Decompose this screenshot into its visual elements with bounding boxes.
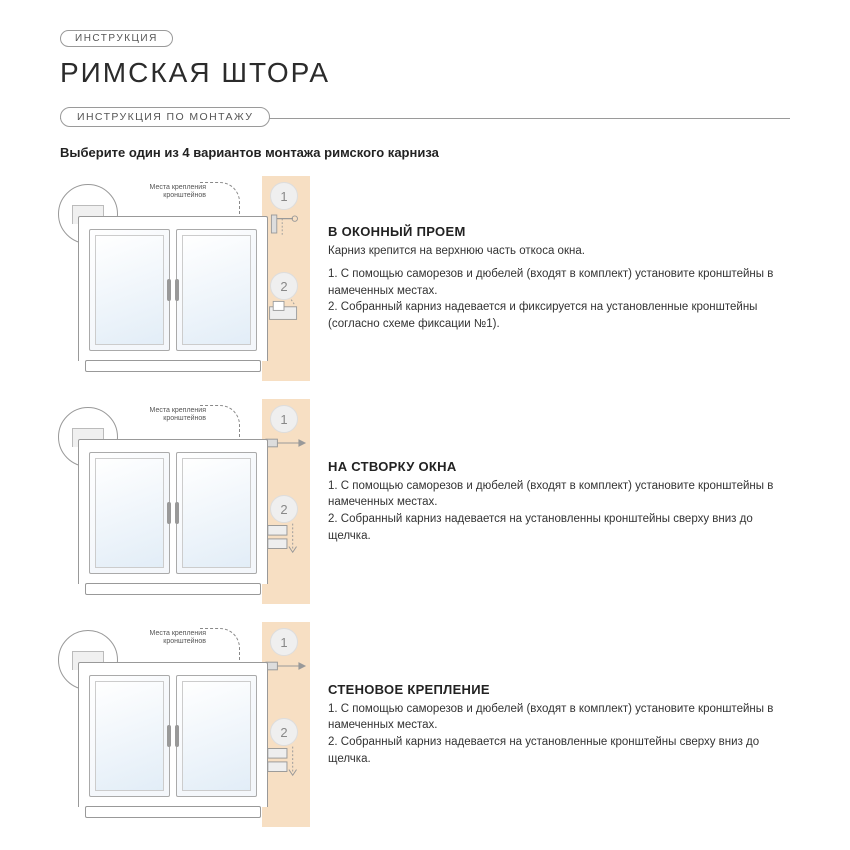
option-row: 1 2 Места крепления кронштейнов НА СТВОР… (60, 399, 790, 604)
bracket-label: Места крепления кронштейнов (136, 184, 206, 199)
option-title: В ОКОННЫЙ ПРОЕМ (328, 224, 790, 239)
option-step: 1. С помощью саморезов и дюбелей (входят… (328, 266, 790, 299)
diagram-opening: 1 2 Места крепления кронштейнов (60, 176, 310, 381)
option-step: 1. С помощью саморезов и дюбелей (входят… (328, 701, 790, 734)
page-title: РИМСКАЯ ШТОРА (60, 57, 790, 89)
option-step: 1. С помощью саморезов и дюбелей (входят… (328, 478, 790, 511)
option-row: 1 2 Места крепления кронштейнов СТЕНОВОЕ… (60, 622, 790, 827)
bracket-label: Места крепления кронштейнов (136, 630, 206, 645)
option-intro: Карниз крепится на верхнюю часть откоса … (328, 243, 790, 260)
option-title: НА СТВОРКУ ОКНА (328, 459, 790, 474)
option-step: 2. Собранный карниз надевается на устано… (328, 511, 790, 544)
option-row: 1 2 Места крепления кронштейнов В ОКОННЫ… (60, 176, 790, 381)
section-heading-pill: ИНСТРУКЦИЯ ПО МОНТАЖУ (60, 107, 270, 127)
diagram-wall: 1 2 Места крепления кронштейнов (60, 622, 310, 827)
bracket-label: Места крепления кронштейнов (136, 407, 206, 422)
section-divider: ИНСТРУКЦИЯ ПО МОНТАЖУ (60, 107, 790, 131)
option-title: СТЕНОВОЕ КРЕПЛЕНИЕ (328, 682, 790, 697)
option-step: 2. Собранный карниз надевается на устано… (328, 734, 790, 767)
option-step: 2. Собранный карниз надевается и фиксиру… (328, 299, 790, 332)
section-subtitle: Выберите один из 4 вариантов монтажа рим… (60, 145, 790, 160)
diagram-sash: 1 2 Места крепления кронштейнов (60, 399, 310, 604)
instruction-pill: ИНСТРУКЦИЯ (60, 30, 173, 47)
